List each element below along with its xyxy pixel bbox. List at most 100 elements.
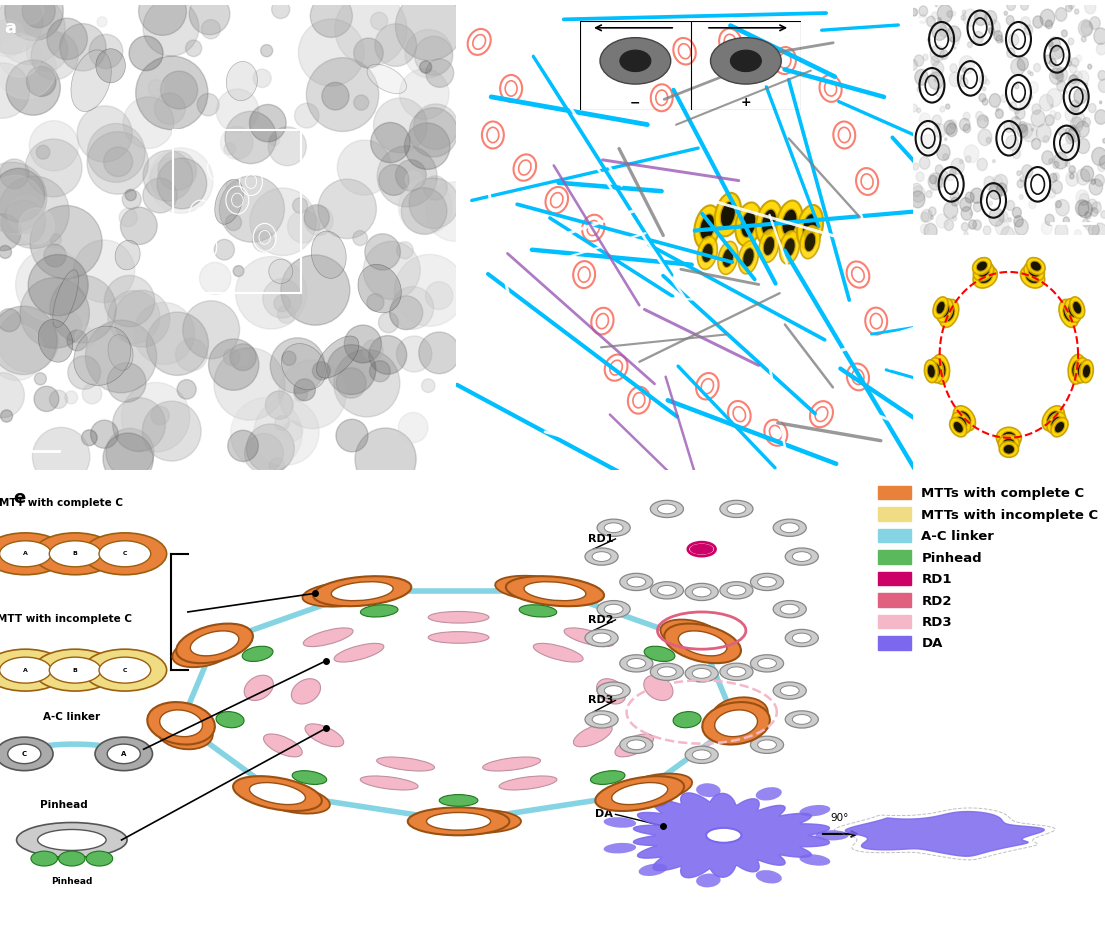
Circle shape (158, 151, 197, 190)
Circle shape (982, 86, 986, 90)
Ellipse shape (936, 301, 945, 314)
Circle shape (950, 168, 956, 176)
Circle shape (964, 9, 978, 26)
Circle shape (293, 197, 307, 213)
Circle shape (20, 277, 90, 349)
Circle shape (930, 45, 944, 62)
Ellipse shape (257, 785, 330, 814)
Circle shape (1014, 108, 1019, 114)
Ellipse shape (954, 421, 964, 433)
Circle shape (252, 229, 274, 252)
Circle shape (922, 210, 933, 222)
Ellipse shape (1069, 304, 1078, 318)
Ellipse shape (620, 736, 653, 753)
Circle shape (1045, 20, 1053, 29)
Circle shape (1056, 80, 1066, 91)
Circle shape (959, 118, 970, 131)
Circle shape (1004, 11, 1008, 15)
Circle shape (1075, 138, 1081, 145)
Circle shape (927, 39, 930, 41)
Circle shape (1020, 97, 1030, 109)
Circle shape (27, 66, 56, 97)
Ellipse shape (727, 666, 746, 677)
Ellipse shape (786, 548, 819, 565)
Circle shape (123, 97, 173, 149)
Text: C: C (123, 551, 127, 556)
Ellipse shape (935, 360, 946, 378)
Ellipse shape (1059, 300, 1078, 327)
Circle shape (1019, 124, 1027, 133)
Ellipse shape (779, 231, 800, 264)
Circle shape (129, 36, 164, 70)
Circle shape (923, 55, 928, 60)
Circle shape (1103, 138, 1105, 143)
Ellipse shape (1073, 301, 1082, 314)
Ellipse shape (53, 270, 78, 328)
Circle shape (261, 44, 273, 56)
Ellipse shape (269, 259, 293, 284)
Circle shape (274, 295, 291, 312)
Ellipse shape (509, 580, 561, 596)
Circle shape (235, 257, 307, 329)
Circle shape (0, 0, 65, 65)
Circle shape (946, 104, 950, 109)
Circle shape (294, 379, 315, 400)
Circle shape (0, 34, 41, 77)
Circle shape (1085, 221, 1093, 230)
Circle shape (85, 321, 157, 393)
Ellipse shape (780, 523, 799, 533)
Bar (173, 131, 302, 293)
Circle shape (1024, 24, 1033, 35)
Circle shape (1014, 219, 1029, 235)
Ellipse shape (86, 851, 113, 866)
Circle shape (134, 303, 194, 365)
Circle shape (177, 380, 197, 400)
Ellipse shape (657, 666, 676, 677)
Circle shape (959, 160, 964, 164)
Ellipse shape (974, 266, 998, 288)
Circle shape (82, 430, 97, 446)
Circle shape (1065, 128, 1070, 133)
Ellipse shape (0, 650, 67, 691)
Circle shape (1051, 180, 1062, 194)
Circle shape (1091, 180, 1095, 184)
Circle shape (1069, 75, 1080, 88)
Ellipse shape (313, 576, 411, 606)
Ellipse shape (506, 576, 604, 606)
Circle shape (399, 413, 428, 443)
Circle shape (930, 189, 934, 193)
Text: B: B (73, 667, 77, 673)
Circle shape (1049, 189, 1055, 198)
Circle shape (106, 429, 154, 478)
Circle shape (1056, 72, 1064, 81)
Circle shape (1067, 130, 1075, 139)
Circle shape (1009, 104, 1012, 107)
Circle shape (313, 362, 330, 380)
Circle shape (125, 190, 136, 201)
Ellipse shape (804, 232, 815, 252)
Ellipse shape (750, 573, 783, 590)
Circle shape (15, 249, 86, 321)
Circle shape (219, 176, 284, 243)
Ellipse shape (750, 736, 783, 753)
Circle shape (950, 38, 954, 41)
Circle shape (946, 170, 955, 180)
Circle shape (425, 59, 454, 87)
Circle shape (404, 123, 450, 169)
Circle shape (1044, 55, 1052, 64)
Circle shape (1051, 104, 1053, 108)
Circle shape (1033, 16, 1043, 28)
Circle shape (1050, 111, 1056, 118)
Circle shape (396, 160, 427, 191)
Circle shape (44, 244, 66, 267)
Circle shape (1063, 217, 1070, 225)
Ellipse shape (271, 791, 317, 808)
Ellipse shape (932, 354, 949, 384)
Circle shape (370, 122, 410, 163)
Text: b: b (461, 19, 474, 37)
Ellipse shape (96, 49, 126, 83)
Circle shape (148, 80, 165, 96)
Text: RD2: RD2 (588, 615, 613, 625)
Circle shape (920, 224, 929, 234)
Circle shape (1021, 1, 1029, 10)
